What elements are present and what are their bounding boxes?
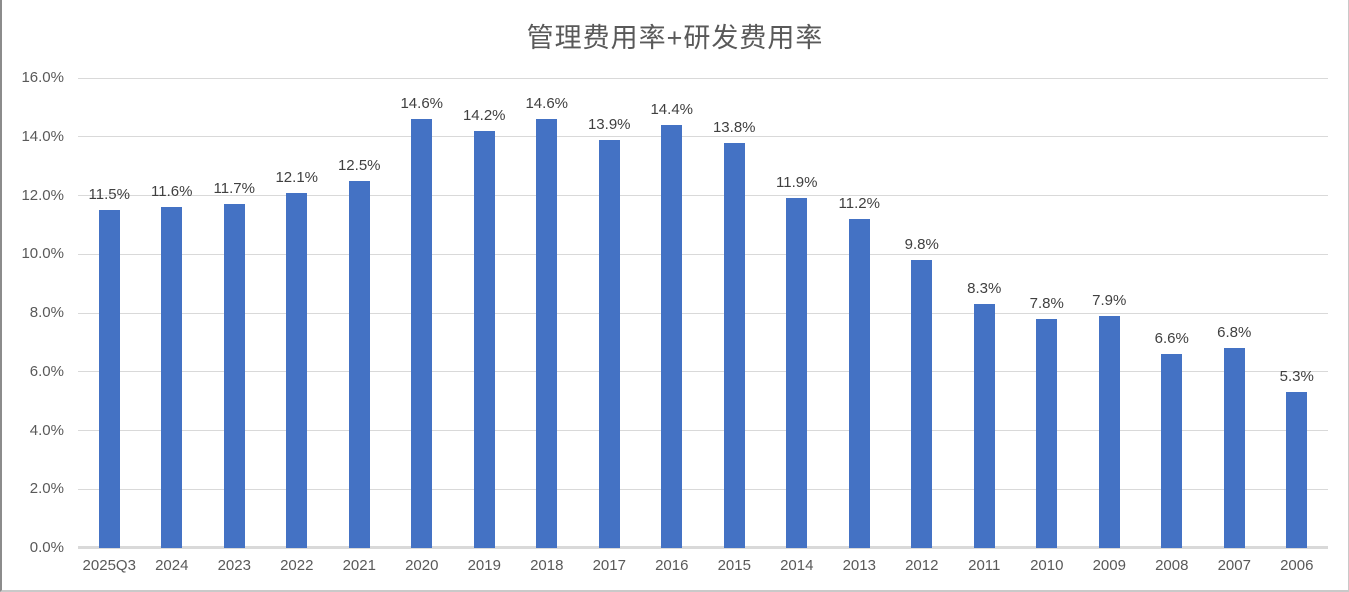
y-gridline xyxy=(78,488,1328,490)
x-tick-label: 2013 xyxy=(842,557,876,574)
y-tick-label: 2.0% xyxy=(29,480,64,498)
x-tick-label: 2007 xyxy=(1217,557,1251,574)
x-tick-label: 2015 xyxy=(717,557,751,574)
y-gridline xyxy=(78,430,1328,431)
x-tick-label: 2024 xyxy=(155,557,189,574)
bar-value-label: 14.6% xyxy=(525,95,569,113)
x-tick-label: 2014 xyxy=(780,557,814,574)
y-gridline xyxy=(78,136,1328,138)
bar-value-label: 11.5% xyxy=(88,186,130,204)
bar-value-label: 7.9% xyxy=(1092,291,1127,309)
bar-value-label: 6.6% xyxy=(1154,330,1189,348)
bar xyxy=(973,304,995,548)
bar xyxy=(1098,315,1120,548)
bar xyxy=(1161,354,1183,548)
chart-title: 管理费用率+研发费用率 xyxy=(526,23,824,53)
bar-value-label: 12.5% xyxy=(337,156,381,174)
x-tick-label: 2020 xyxy=(405,557,439,574)
bar-value-label: 11.2% xyxy=(838,195,880,212)
bar-value-label: 14.4% xyxy=(650,101,694,118)
x-tick-label: 2009 xyxy=(1092,557,1126,574)
bar xyxy=(598,139,620,548)
bar xyxy=(411,119,433,548)
plot-area: 11.5% 11.6% 11.7% 12.1% 12.5% 14.6% 14.2% 14.6%… xyxy=(78,77,1328,549)
bar xyxy=(848,219,870,548)
y-tick-label: 6.0% xyxy=(29,362,64,380)
y-axis-tick-labels: 0.0% 2.0% 4.0% 6.0% 8.0% 10.0% 12.0% 14.0% 16.0% xyxy=(2,69,64,556)
bar-value-label: 11.6% xyxy=(151,183,193,201)
bar-value-label: 6.8% xyxy=(1217,324,1252,342)
x-tick-label: 2010 xyxy=(1030,557,1064,574)
x-tick-label: 2025Q3 xyxy=(82,557,136,574)
x-tick-label: 2008 xyxy=(1155,557,1189,574)
bar-value-label: 9.8% xyxy=(904,236,939,254)
x-tick-label: 2016 xyxy=(655,557,689,574)
y-gridline xyxy=(78,77,1328,79)
bar-value-label: 13.8% xyxy=(712,118,756,136)
x-tick-label: 2006 xyxy=(1280,557,1314,574)
bar xyxy=(1286,392,1308,548)
x-tick-label: 2022 xyxy=(280,557,314,574)
bar xyxy=(536,119,558,548)
bar xyxy=(1036,318,1058,548)
bar xyxy=(661,125,683,548)
bar-value-label: 8.3% xyxy=(967,280,1002,298)
bar xyxy=(723,142,745,548)
x-tick-label: 2017 xyxy=(592,557,626,574)
bar xyxy=(223,204,245,548)
y-tick-label: 14.0% xyxy=(21,127,64,145)
y-gridline xyxy=(78,195,1328,196)
x-axis-line xyxy=(78,546,1328,549)
x-tick-label: 2019 xyxy=(467,557,501,574)
bar-value-label: 11.9% xyxy=(776,174,818,192)
bar-value-label: 7.8% xyxy=(1029,294,1064,312)
bar xyxy=(286,192,308,548)
bar xyxy=(473,130,495,548)
bar-value-label: 5.3% xyxy=(1279,368,1314,386)
y-tick-label: 10.0% xyxy=(21,245,64,263)
y-gridline xyxy=(78,253,1328,255)
x-tick-label: 2011 xyxy=(968,557,1001,574)
x-axis-tick-labels: 2025Q3 2024 2023 2022 2021 2020 2019 2018 2017 20… xyxy=(78,556,1328,578)
bar-value-label: 13.9% xyxy=(587,115,631,133)
bar xyxy=(98,210,120,548)
x-tick-label: 2021 xyxy=(342,557,376,574)
bar xyxy=(911,260,933,548)
y-gridline xyxy=(78,312,1328,314)
bar-value-label: 11.7% xyxy=(213,180,255,198)
bar-value-label: 14.2% xyxy=(462,106,506,124)
x-tick-label: 2012 xyxy=(905,557,939,574)
y-tick-label: 12.0% xyxy=(21,186,64,204)
bar-value-label: 14.6% xyxy=(400,95,444,113)
y-tick-label: 4.0% xyxy=(29,421,64,439)
y-tick-label: 8.0% xyxy=(29,304,64,321)
x-tick-label: 2023 xyxy=(217,557,251,574)
x-tick-label: 2018 xyxy=(530,557,564,574)
y-tick-label: 16.0% xyxy=(21,69,64,86)
bar xyxy=(161,207,183,548)
y-gridline xyxy=(78,371,1328,373)
y-tick-label: 0.0% xyxy=(29,539,64,556)
bar xyxy=(786,198,808,548)
bar xyxy=(348,180,370,548)
bar xyxy=(1223,348,1245,548)
bar-value-label: 12.1% xyxy=(275,168,319,186)
